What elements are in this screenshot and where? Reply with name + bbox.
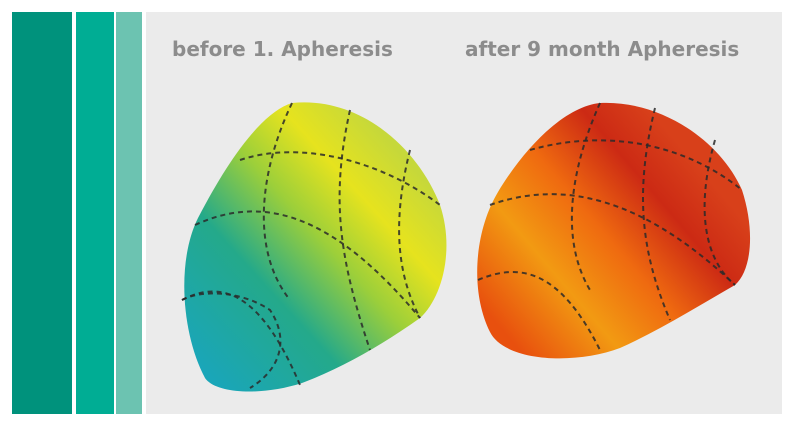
stripe [116,12,142,414]
panel-label: after 9 month Apheresis [465,37,739,61]
stripe [76,12,114,414]
panel-label: before 1. Apheresis [172,37,393,61]
figure: before 1. Apheresis after 9 month Aphere… [0,0,794,427]
stripe [12,12,72,414]
